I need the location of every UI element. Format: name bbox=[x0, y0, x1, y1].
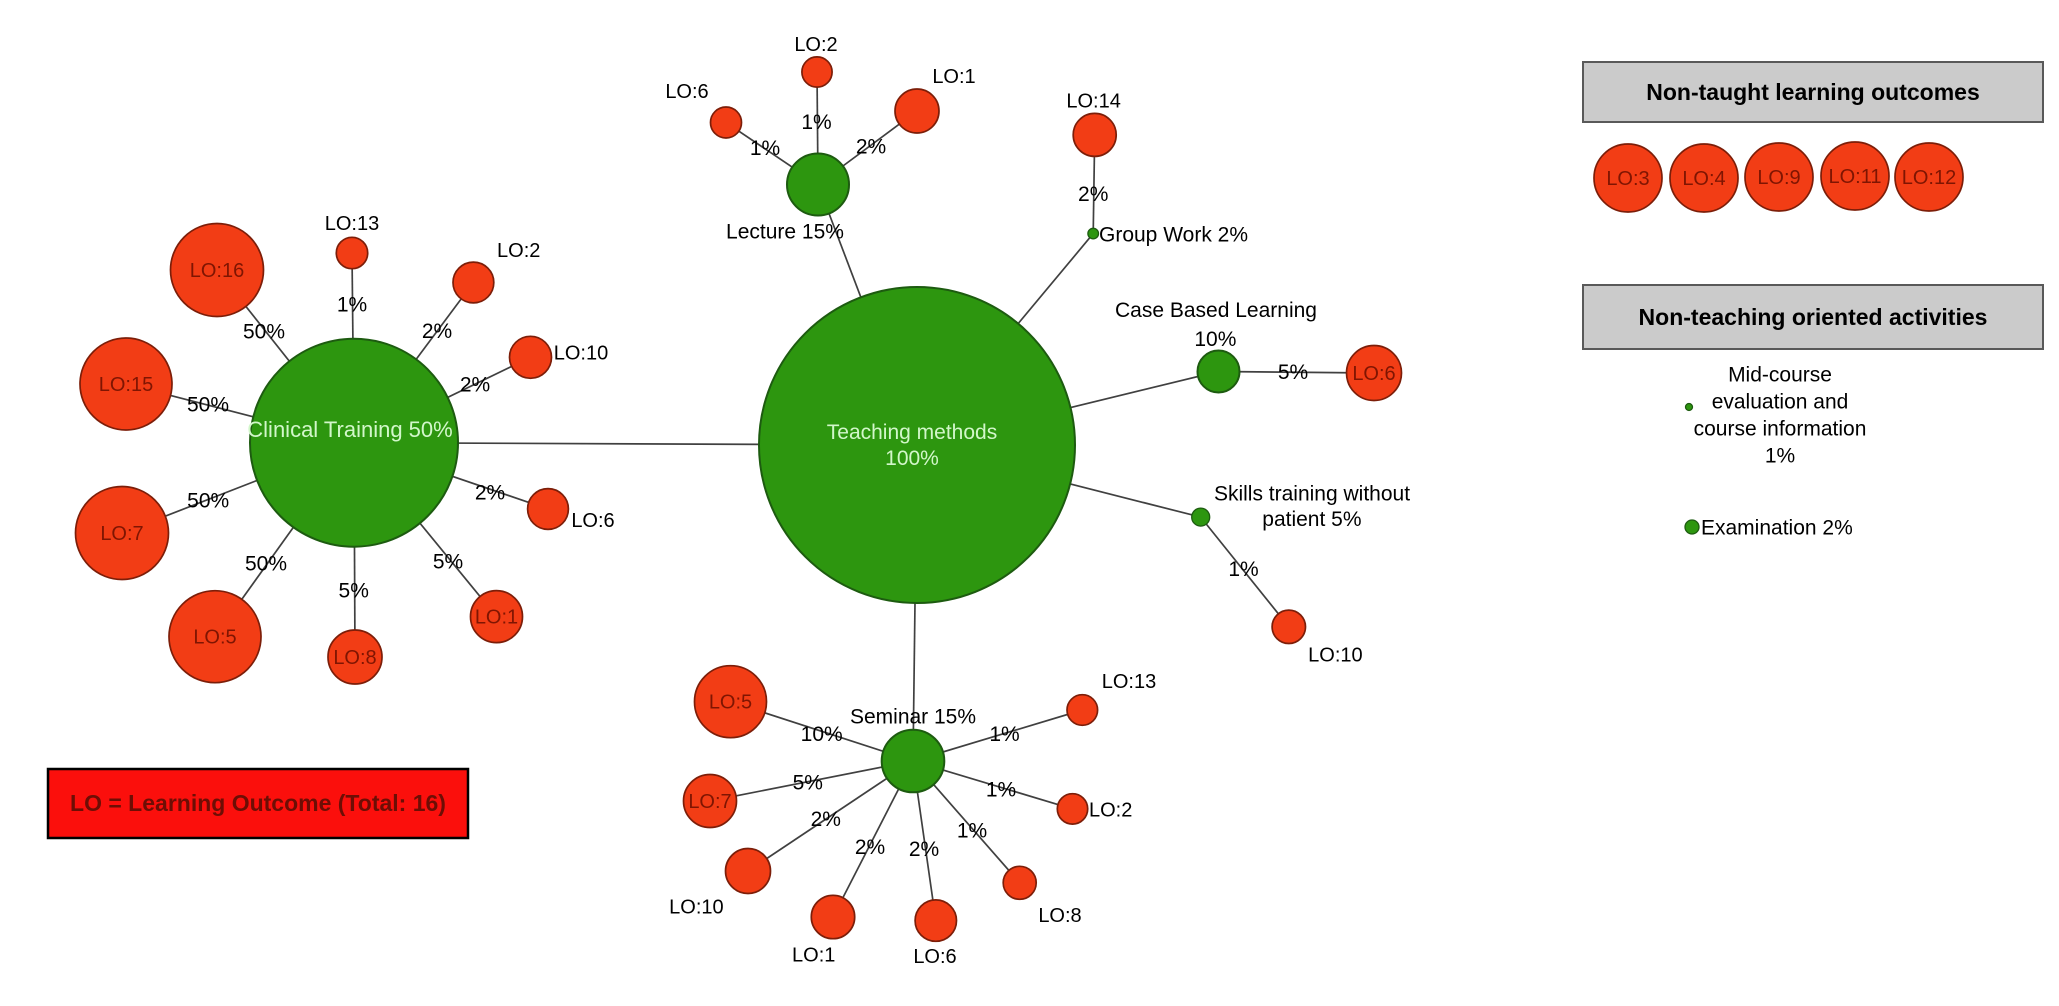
svg-text:1%: 1% bbox=[337, 293, 367, 316]
svg-text:LO:6: LO:6 bbox=[665, 81, 708, 103]
svg-text:Mid-course: Mid-course bbox=[1728, 363, 1832, 386]
svg-text:LO:2: LO:2 bbox=[794, 34, 837, 56]
svg-text:Clinical Training 50%: Clinical Training 50% bbox=[247, 417, 452, 442]
svg-text:50%: 50% bbox=[187, 489, 229, 512]
svg-text:LO:1: LO:1 bbox=[792, 945, 835, 967]
svg-text:1%: 1% bbox=[957, 819, 987, 842]
svg-text:1%: 1% bbox=[1228, 558, 1258, 581]
svg-text:LO:7: LO:7 bbox=[688, 791, 731, 813]
svg-text:1%: 1% bbox=[1765, 444, 1795, 467]
svg-text:LO:16: LO:16 bbox=[190, 260, 244, 282]
svg-text:evaluation and: evaluation and bbox=[1712, 390, 1849, 413]
svg-text:Teaching methods: Teaching methods bbox=[827, 421, 997, 444]
svg-text:10%: 10% bbox=[801, 723, 843, 746]
svg-text:course information: course information bbox=[1694, 417, 1867, 440]
svg-text:2%: 2% bbox=[909, 838, 939, 861]
svg-text:2%: 2% bbox=[855, 836, 885, 859]
svg-text:2%: 2% bbox=[1078, 183, 1108, 206]
svg-text:LO:5: LO:5 bbox=[709, 692, 752, 714]
svg-text:2%: 2% bbox=[811, 808, 841, 831]
svg-text:patient 5%: patient 5% bbox=[1262, 508, 1361, 531]
svg-text:LO = Learning Outcome (Total:: LO = Learning Outcome (Total: 16) bbox=[70, 790, 446, 816]
svg-text:LO:9: LO:9 bbox=[1757, 167, 1800, 189]
svg-text:LO:1: LO:1 bbox=[932, 66, 975, 88]
svg-text:50%: 50% bbox=[245, 552, 287, 575]
svg-text:1%: 1% bbox=[986, 778, 1016, 801]
svg-text:5%: 5% bbox=[793, 771, 823, 794]
svg-text:LO:10: LO:10 bbox=[1308, 645, 1362, 667]
svg-text:LO:4: LO:4 bbox=[1682, 168, 1725, 190]
svg-text:LO:1: LO:1 bbox=[475, 607, 518, 629]
svg-text:LO:6: LO:6 bbox=[1352, 363, 1395, 385]
svg-text:Non-teaching oriented activiti: Non-teaching oriented activities bbox=[1639, 304, 1988, 330]
svg-text:LO:15: LO:15 bbox=[99, 374, 153, 396]
svg-text:2%: 2% bbox=[856, 136, 886, 159]
svg-text:LO:13: LO:13 bbox=[1102, 671, 1156, 693]
svg-text:LO:8: LO:8 bbox=[1038, 905, 1081, 927]
svg-text:50%: 50% bbox=[243, 320, 285, 343]
svg-text:10%: 10% bbox=[1194, 328, 1236, 351]
svg-text:1%: 1% bbox=[801, 111, 831, 134]
svg-text:Non-taught learning outcomes: Non-taught learning outcomes bbox=[1646, 79, 1980, 105]
svg-text:2%: 2% bbox=[475, 481, 505, 504]
svg-text:Group Work 2%: Group Work 2% bbox=[1099, 224, 1248, 247]
svg-text:Lecture 15%: Lecture 15% bbox=[726, 220, 844, 243]
svg-text:50%: 50% bbox=[187, 393, 229, 416]
svg-text:LO:10: LO:10 bbox=[554, 343, 608, 365]
svg-text:LO:5: LO:5 bbox=[193, 627, 236, 649]
svg-text:1%: 1% bbox=[750, 137, 780, 160]
svg-text:LO:8: LO:8 bbox=[333, 647, 376, 669]
svg-text:100%: 100% bbox=[885, 447, 939, 470]
svg-text:LO:2: LO:2 bbox=[1089, 800, 1132, 822]
svg-text:Case Based Learning: Case Based Learning bbox=[1115, 299, 1317, 322]
svg-text:LO:2: LO:2 bbox=[497, 240, 540, 262]
svg-text:LO:14: LO:14 bbox=[1066, 91, 1120, 113]
svg-text:Seminar 15%: Seminar 15% bbox=[850, 705, 976, 728]
svg-text:LO:13: LO:13 bbox=[325, 213, 379, 235]
svg-text:2%: 2% bbox=[422, 320, 452, 343]
svg-text:1%: 1% bbox=[989, 723, 1019, 746]
svg-text:Skills training without: Skills training without bbox=[1214, 483, 1410, 506]
svg-text:LO:10: LO:10 bbox=[669, 897, 723, 919]
svg-text:2%: 2% bbox=[460, 373, 490, 396]
svg-text:5%: 5% bbox=[339, 579, 369, 602]
svg-text:LO:6: LO:6 bbox=[571, 510, 614, 532]
svg-text:Examination 2%: Examination 2% bbox=[1701, 516, 1853, 539]
svg-text:LO:6: LO:6 bbox=[913, 946, 956, 968]
svg-text:LO:11: LO:11 bbox=[1829, 166, 1882, 188]
svg-text:LO:3: LO:3 bbox=[1606, 168, 1649, 190]
svg-text:LO:7: LO:7 bbox=[100, 523, 143, 545]
svg-text:LO:12: LO:12 bbox=[1902, 167, 1956, 189]
svg-text:5%: 5% bbox=[433, 550, 463, 573]
svg-text:5%: 5% bbox=[1278, 361, 1308, 384]
